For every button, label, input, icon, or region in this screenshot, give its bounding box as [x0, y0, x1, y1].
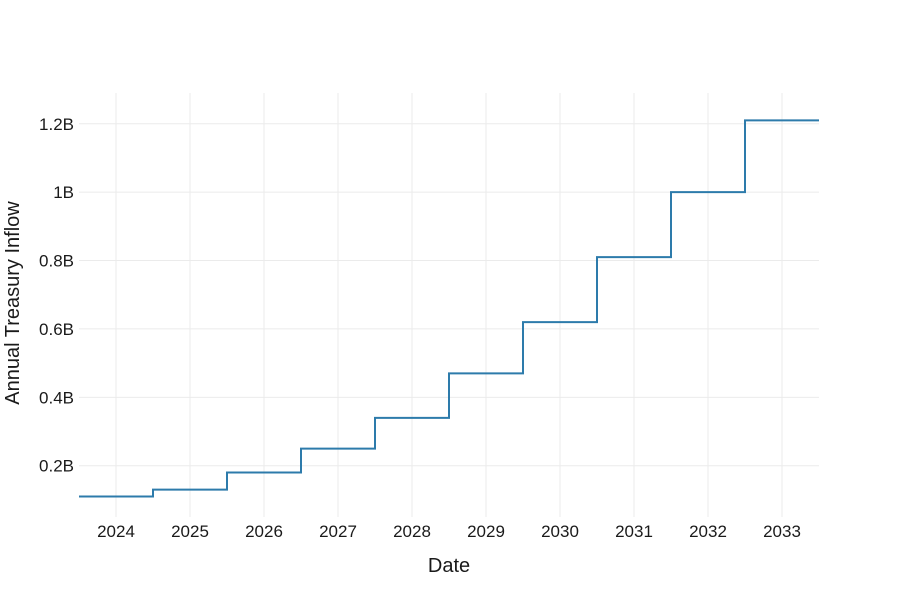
x-tick-label: 2033 — [763, 522, 801, 541]
y-tick-label: 0.6B — [39, 320, 74, 339]
x-tick-label: 2032 — [689, 522, 727, 541]
x-tick-label: 2029 — [467, 522, 505, 541]
x-tick-label: 2030 — [541, 522, 579, 541]
y-tick-label: 1.2B — [39, 115, 74, 134]
x-tick-label: 2027 — [319, 522, 357, 541]
plot-area[interactable] — [79, 93, 819, 517]
x-axis-tick-labels: 2024 2025 2026 2027 2028 2029 2030 2031 2032 2033 — [97, 522, 801, 541]
y-tick-label: 0.2B — [39, 457, 74, 476]
x-tick-label: 2025 — [171, 522, 209, 541]
y-tick-label: 0.8B — [39, 252, 74, 271]
x-tick-label: 2031 — [615, 522, 653, 541]
gridlines — [79, 93, 819, 517]
y-tick-label: 1B — [53, 183, 74, 202]
x-tick-label: 2026 — [245, 522, 283, 541]
step-line-series — [79, 119, 819, 498]
y-axis-title: Annual Treasury Inflow — [2, 201, 24, 405]
x-axis-title: Date — [428, 555, 470, 577]
x-tick-label: 2028 — [393, 522, 431, 541]
y-tick-label: 0.4B — [39, 388, 74, 407]
y-axis-tick-labels: 0.2B 0.4B 0.6B 0.8B 1B 1.2B — [39, 115, 74, 476]
x-tick-label: 2024 — [97, 522, 135, 541]
